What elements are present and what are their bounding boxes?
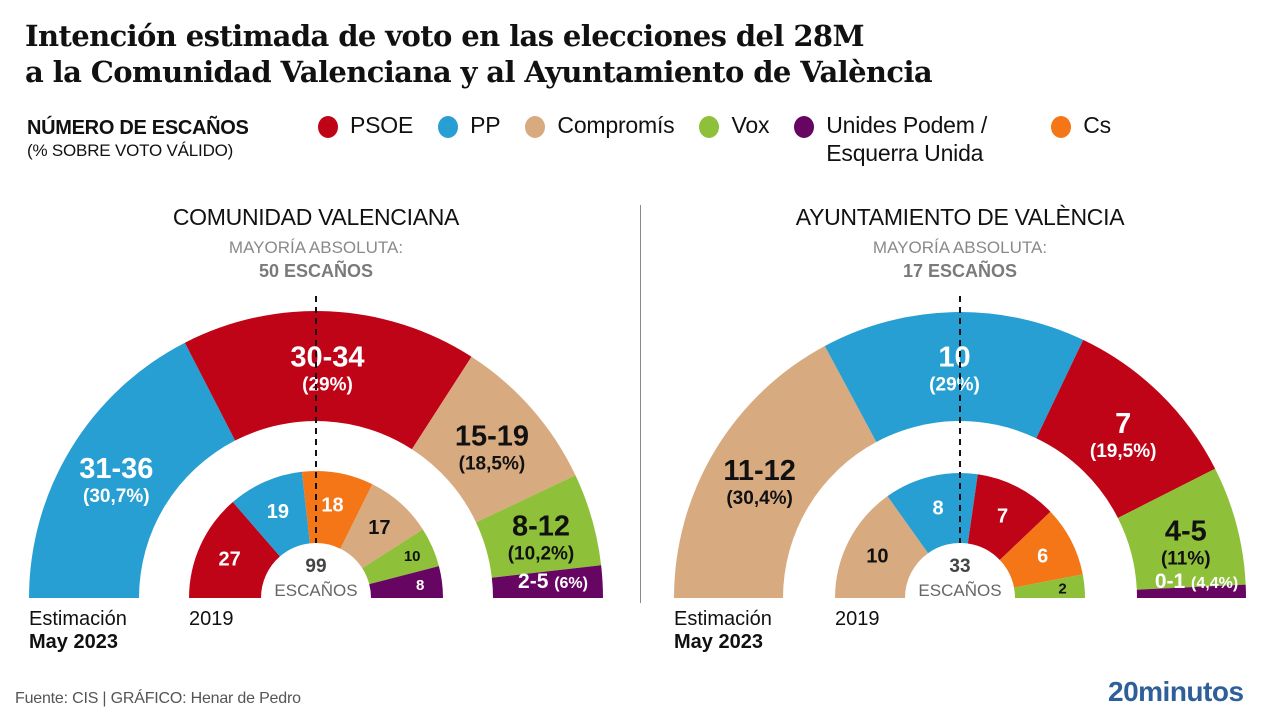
legend-swatch-pp	[438, 116, 459, 138]
total-seats-text: ESCAÑOS	[918, 581, 1001, 600]
legend-label: Unides Podem / Esquerra Unida	[826, 112, 988, 166]
outer-pct-label: (30,4%)	[726, 488, 793, 509]
legend-swatch-cs	[1051, 116, 1072, 138]
inner-seat-label: 8	[933, 498, 944, 520]
outer-pct-label: (30,7%)	[83, 486, 150, 507]
legend-label: Cs	[1083, 112, 1111, 138]
outer-pct-label: (29%)	[929, 375, 980, 396]
source-credit: Fuente: CIS | GRÁFICO: Henar de Pedro	[15, 690, 301, 707]
inner-seat-label: 6	[1037, 545, 1048, 567]
inner-segment-psoe	[967, 474, 1051, 561]
outer-segment-comprom-s	[674, 345, 877, 598]
legend-heading-main: NÚMERO DE ESCAÑOS	[27, 117, 249, 139]
outer-seat-label: 31-36	[79, 453, 153, 485]
inner-seat-label: 2	[1058, 580, 1066, 597]
outer-segment-unides-podem-esquerra-unida	[1136, 584, 1246, 598]
majority-value: 17 ESCAÑOS	[903, 260, 1017, 281]
legend: PSOE PP Compromís Vox Unides Podem / Esq…	[318, 111, 1136, 167]
outer-caption-date: May 2023	[674, 631, 763, 653]
legend-swatch-psoe	[318, 116, 338, 138]
total-seats-number: 33	[949, 556, 970, 577]
title-line-2: a la Comunidad Valenciana y al Ayuntamie…	[25, 55, 933, 89]
legend-item-compromis: Compromís	[525, 111, 675, 167]
panel-divider	[640, 205, 641, 603]
inner-segment-unides-podem-esquerra-unida	[369, 566, 443, 598]
brand-logo: 20minutos	[1108, 676, 1244, 707]
outer-segment-psoe	[184, 310, 472, 450]
legend-item-vox: Vox	[699, 111, 769, 167]
outer-seat-label: 11-12	[723, 455, 796, 487]
outer-seat-label: 30-34	[290, 341, 364, 373]
legend-item-pp: PP	[438, 111, 501, 167]
outer-seat-label: 2-5 (6%)	[518, 570, 588, 593]
parliament-charts: COMUNIDAD VALENCIANA MAYORÍA ABSOLUTA: 50 …	[29, 204, 1246, 653]
outer-seat-label: 7	[1115, 408, 1131, 440]
inner-segment-pp	[232, 471, 310, 557]
majority-value: 50 ESCAÑOS	[259, 260, 373, 281]
vote-pct: (4,4%)	[1191, 575, 1238, 592]
inner-seat-label: 7	[997, 505, 1008, 527]
inner-seat-label: 10	[866, 545, 888, 567]
outer-caption: Estimación	[29, 608, 127, 630]
legend-label: Compromís	[557, 112, 675, 138]
outer-seat-label: 15-19	[455, 421, 529, 453]
panel-title: COMUNIDAD VALENCIANA	[173, 204, 460, 230]
legend-label: PP	[470, 112, 501, 138]
outer-pct-label: (18,5%)	[459, 454, 526, 475]
outer-pct-label: (19,5%)	[1090, 441, 1157, 462]
chart-title: Intención estimada de voto en las elecci…	[25, 18, 933, 90]
inner-segment-psoe	[189, 502, 280, 598]
inner-caption: 2019	[835, 608, 880, 630]
inner-segment-vox	[1014, 574, 1085, 598]
inner-segment-cs	[999, 511, 1083, 588]
outer-seat-label: 8-12	[512, 511, 570, 543]
outer-caption-date: May 2023	[29, 631, 118, 653]
legend-heading-sub: (% SOBRE VOTO VÁLIDO)	[27, 141, 234, 160]
outer-segment-psoe	[1036, 339, 1216, 519]
inner-seat-label: 17	[368, 517, 390, 539]
seat-range: 2-5	[518, 570, 554, 593]
legend-heading: NÚMERO DE ESCAÑOS (% SOBRE VOTO VÁLIDO)	[27, 116, 249, 162]
outer-seat-label: 4-5	[1165, 515, 1207, 547]
outer-pct-label: (10,2%)	[508, 544, 575, 565]
inner-segment-vox	[362, 529, 439, 585]
majority-label: MAYORÍA ABSOLUTA:	[229, 238, 403, 257]
majority-label: MAYORÍA ABSOLUTA:	[873, 238, 1047, 257]
inner-seat-label: 27	[218, 549, 240, 571]
outer-segment-pp	[29, 342, 236, 598]
inner-seat-label: 8	[416, 577, 424, 594]
legend-swatch-compromis	[525, 116, 546, 138]
outer-seat-label: 10	[938, 342, 970, 374]
panel-title: AYUNTAMIENTO DE VALÈNCIA	[796, 204, 1125, 230]
outer-caption: Estimación	[674, 608, 772, 630]
total-seats-number: 99	[305, 556, 326, 577]
legend-swatch-vox	[699, 116, 720, 138]
inner-segment-comprom-s	[340, 484, 423, 569]
legend-swatch-unides-podem	[794, 116, 815, 138]
inner-segment-pp	[887, 473, 978, 554]
inner-seat-label: 19	[267, 501, 289, 523]
outer-seat-label: 0-1 (4,4%)	[1155, 570, 1238, 593]
inner-segment-comprom-s	[835, 496, 929, 598]
outer-segment-pp	[824, 312, 1084, 443]
outer-segment-comprom-s	[411, 356, 576, 523]
vote-pct: (6%)	[554, 575, 588, 592]
legend-item-psoe: PSOE	[318, 111, 413, 167]
legend-item-unides-podem: Unides Podem / Esquerra Unida	[794, 111, 1026, 167]
outer-segment-vox	[1117, 468, 1246, 590]
inner-segment-cs	[301, 471, 373, 549]
outer-segment-unides-podem-esquerra-unida	[491, 565, 603, 598]
inner-seat-label: 10	[404, 548, 421, 565]
total-seats-text: ESCAÑOS	[274, 581, 357, 600]
outer-segment-vox	[476, 475, 602, 578]
seat-range: 0-1	[1155, 570, 1191, 593]
inner-seat-label: 18	[321, 494, 343, 516]
outer-pct-label: (11%)	[1161, 548, 1211, 569]
outer-pct-label: (29%)	[302, 374, 353, 395]
title-line-1: Intención estimada de voto en las elecci…	[25, 19, 865, 53]
inner-caption: 2019	[189, 608, 234, 630]
legend-label: Vox	[731, 112, 770, 138]
legend-item-cs: Cs	[1051, 111, 1111, 167]
legend-label: PSOE	[350, 112, 414, 138]
